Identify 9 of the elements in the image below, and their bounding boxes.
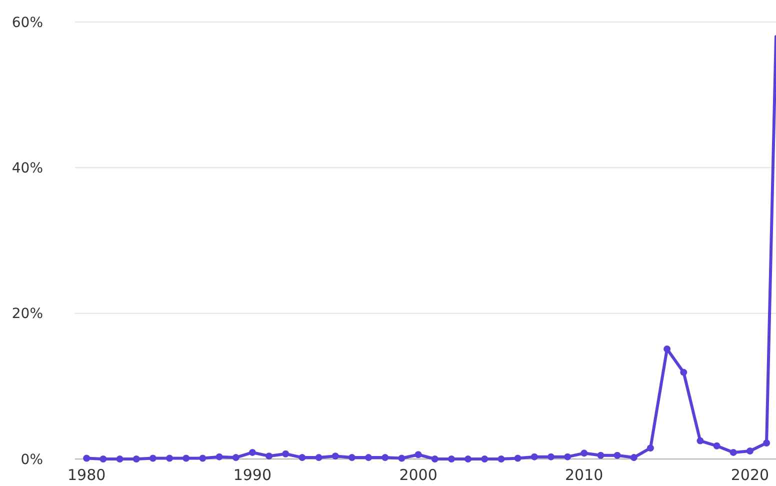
- y-tick-label: 60%: [12, 14, 43, 31]
- y-tick-label: 0%: [20, 452, 43, 468]
- y-tick-label: 20%: [12, 306, 43, 322]
- x-tick-label: 1980: [68, 466, 106, 484]
- x-tick-label: 1990: [233, 466, 272, 484]
- y-tick-label: 40%: [12, 160, 43, 177]
- x-tick-label: 2010: [565, 466, 604, 484]
- x-tick-label: 2020: [730, 466, 770, 484]
- x-tick-label: 2000: [399, 466, 438, 484]
